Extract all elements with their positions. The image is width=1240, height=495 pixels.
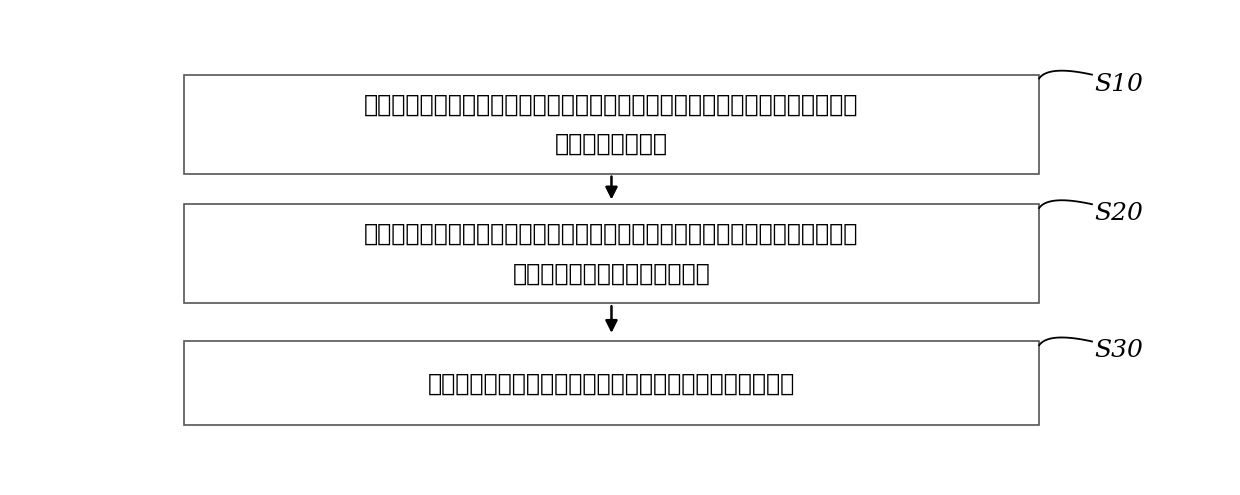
Text: 根据所述第一温度值和所述第二温度值，在所述第一温度传感器以及所述第二温
度传感器中选择参考温度传感器: 根据所述第一温度值和所述第二温度值，在所述第一温度传感器以及所述第二温 度传感器… bbox=[365, 222, 858, 286]
Text: S20: S20 bbox=[1094, 202, 1143, 225]
FancyBboxPatch shape bbox=[184, 75, 1039, 174]
Text: S10: S10 bbox=[1094, 73, 1143, 96]
FancyBboxPatch shape bbox=[184, 342, 1039, 425]
FancyBboxPatch shape bbox=[184, 204, 1039, 303]
Text: S30: S30 bbox=[1094, 340, 1143, 362]
Text: 获取每个室内机对应的第一温度传感器检测到的第一温度值和第二温度传感器检
测到的第二温度值: 获取每个室内机对应的第一温度传感器检测到的第一温度值和第二温度传感器检 测到的第… bbox=[365, 93, 858, 156]
Text: 根据所述参考温度传感器检测到的温度控制所述室内机运行: 根据所述参考温度传感器检测到的温度控制所述室内机运行 bbox=[428, 371, 795, 396]
